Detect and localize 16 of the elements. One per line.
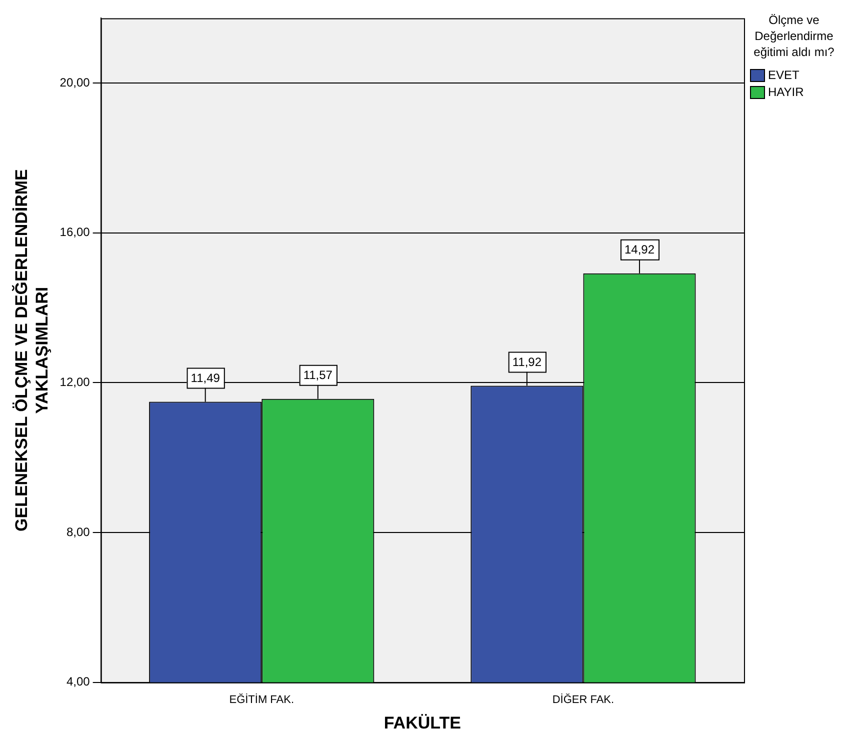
x-tick-label: DİĞER FAK. bbox=[552, 693, 614, 706]
data-label: 14,92 bbox=[624, 242, 655, 257]
y-axis-title: GELENEKSEL ÖLÇME VE DEĞERLENDİRME YAKLAŞIMLARI bbox=[10, 169, 52, 532]
y-tick-label: 8,00 bbox=[66, 524, 90, 539]
x-tick-label: EĞİTİM FAK. bbox=[229, 693, 294, 706]
data-label: 11,49 bbox=[190, 371, 220, 386]
y-tick-label: 4,00 bbox=[66, 674, 90, 689]
y-tick-label: 20,00 bbox=[60, 75, 90, 90]
legend-label: EVET bbox=[768, 68, 800, 82]
x-axis-title: FAKÜLTE bbox=[384, 713, 461, 732]
y-tick-label: 12,00 bbox=[60, 375, 90, 390]
data-label: 11,92 bbox=[512, 355, 542, 370]
legend-title: Ölçme ve Değerlendirme eğitimi aldı mı? bbox=[752, 12, 836, 60]
y-tick-label: 16,00 bbox=[60, 225, 90, 240]
data-label: 11,57 bbox=[303, 368, 333, 382]
legend-label: HAYIR bbox=[768, 85, 804, 99]
